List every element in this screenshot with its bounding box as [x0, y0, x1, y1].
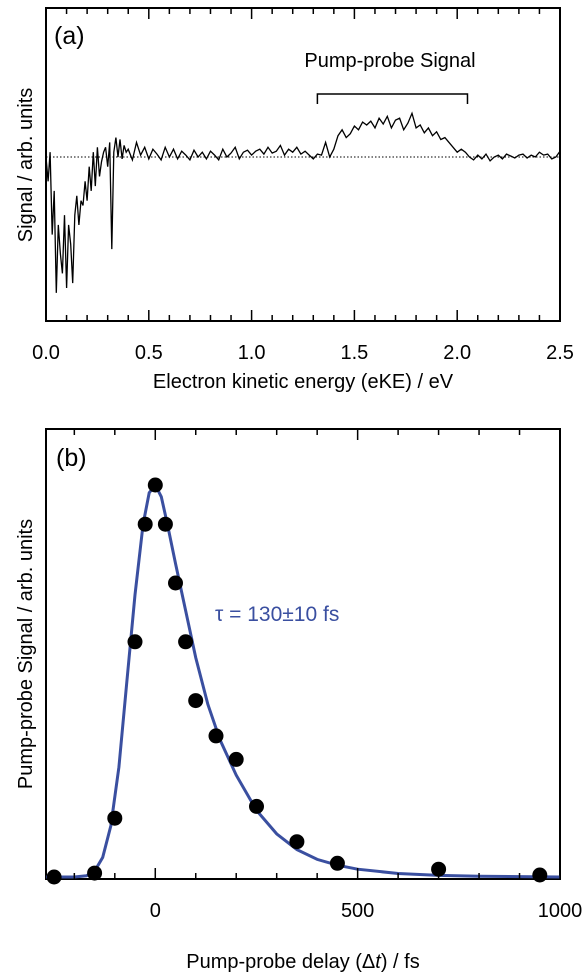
panel-b-data-points: [46, 477, 548, 885]
panel-b-x-axis-title-italic: t: [375, 951, 382, 973]
panel-b-data-point: [46, 869, 62, 885]
panel-b-data-point: [208, 728, 224, 744]
panel-b-x-axis-title-part1: Pump-probe delay (Δ: [186, 951, 375, 973]
panel-b-data-point: [431, 861, 447, 877]
panel-b-x-tick-label: 0: [150, 900, 161, 922]
panel-b-label: (b): [56, 444, 87, 472]
panel-b-data-point: [137, 516, 153, 532]
panel-a-x-tick-label: 2.0: [443, 342, 471, 364]
panel-b-data-point: [329, 855, 345, 871]
pump-probe-bracket: [316, 93, 469, 104]
panel-b-data-point: [107, 810, 123, 826]
panel-b-data-point: [532, 867, 548, 883]
panel-b-y-axis-title: Pump-probe Signal / arb. units: [15, 519, 37, 789]
panel-b-x-ticks: [73, 429, 561, 879]
panel-a: 0.0 0.5 1.0 1.5 2.0 2.5 Pump-probe Signal (a)…: [15, 7, 574, 393]
panel-b-x-axis-title: Pump-probe delay (Δt) / fs: [186, 951, 419, 973]
panel-b-data-point: [178, 634, 194, 650]
panel-b: 0 500 1000 (b) τ = 130±10 fs Pump-probe de…: [15, 428, 583, 973]
pump-probe-annotation: Pump-probe Signal: [304, 50, 475, 72]
panel-b-data-point: [289, 834, 305, 850]
panel-a-x-tick-label: 1.0: [238, 342, 266, 364]
panel-a-x-tick-label: 0.0: [32, 342, 60, 364]
panel-b-data-point: [147, 477, 163, 493]
panel-b-x-axis-title-part2: ) / fs: [381, 951, 420, 973]
panel-a-label: (a): [54, 22, 85, 50]
panel-a-x-ticks: [45, 8, 561, 321]
panel-b-x-tick-label: 500: [341, 900, 374, 922]
panel-a-x-tick-label: 0.5: [135, 342, 163, 364]
panel-a-spectrum-line: [45, 111, 561, 293]
panel-b-x-tick-label: 1000: [538, 900, 583, 922]
panel-b-x-tick-labels: 0 500 1000: [150, 900, 583, 922]
panel-a-x-axis-title: Electron kinetic energy (eKE) / eV: [153, 371, 454, 393]
panel-a-x-tick-label: 1.5: [340, 342, 368, 364]
panel-b-data-point: [87, 865, 103, 881]
panel-b-data-point: [188, 693, 204, 709]
panel-b-fit-curve: [46, 482, 561, 879]
panel-a-y-axis-title: Signal / arb. units: [15, 88, 37, 243]
tau-annotation: τ = 130±10 fs: [215, 603, 339, 626]
panel-b-plot-frame: [45, 428, 561, 880]
panel-b-data-point: [228, 751, 244, 767]
panel-b-data-point: [249, 798, 264, 814]
panel-a-x-tick-labels: 0.0 0.5 1.0 1.5 2.0 2.5: [32, 342, 574, 364]
panel-b-data-point: [168, 575, 183, 591]
panel-b-data-point: [127, 634, 143, 650]
panel-b-data-point: [157, 516, 173, 532]
panel-a-plot-frame: [45, 7, 561, 322]
panel-a-x-tick-label: 2.5: [546, 342, 574, 364]
